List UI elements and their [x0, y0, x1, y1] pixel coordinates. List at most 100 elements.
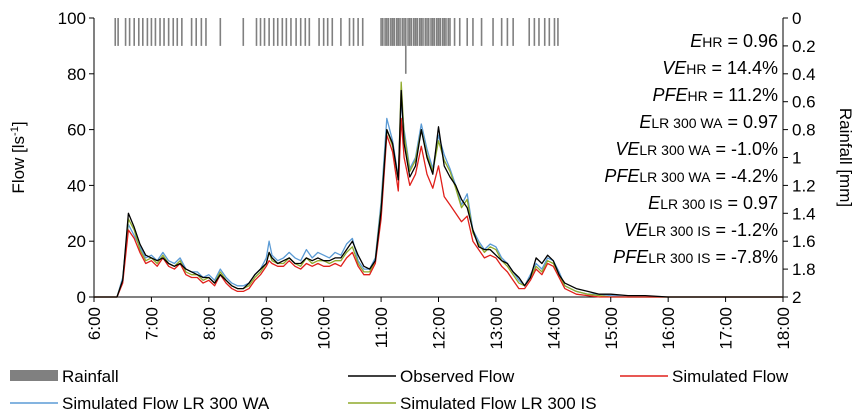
rainfall-bar: [190, 18, 193, 46]
rainfall-bar: [443, 18, 446, 46]
performance-stats: E HR = 0.96 VEHR = 14.4% PFEHR = 11.2% ELR 3…: [604, 31, 778, 267]
rainfall-bar: [433, 18, 436, 46]
rainfall-bar: [424, 18, 427, 46]
right-tick-label: 1.2: [792, 176, 816, 195]
rainfall-bar: [528, 18, 531, 46]
left-axis-label-sup: -1: [9, 126, 21, 136]
stat-line: VELR 300 IS = -1.2%: [624, 220, 778, 240]
stat-metric: VE: [624, 220, 649, 240]
flow-series: [94, 81, 783, 298]
stat-line: VELR 300 WA = -1.0%: [615, 139, 778, 159]
x-tick-label: 11:00: [372, 307, 391, 348]
rainfall-bar: [200, 18, 203, 46]
rainfall-bar: [416, 18, 419, 46]
rainfall-bar: [318, 18, 320, 46]
rainfall-bar: [128, 18, 131, 46]
stat-line: PFELR 300 IS = -7.8%: [613, 247, 778, 267]
rainfall-bar: [430, 18, 432, 46]
rainfall-bar: [500, 18, 503, 46]
stat-line: PFEHR = 11.2%: [653, 85, 778, 105]
rainfall-bar: [331, 18, 334, 46]
rainfall-bar: [453, 18, 456, 46]
rainfall-bar: [114, 18, 117, 46]
rainfall-bar: [181, 18, 183, 46]
x-tick-label: 14:00: [544, 307, 563, 350]
rainfall-bar: [150, 18, 153, 46]
rainfall-bar: [137, 18, 140, 46]
rainfall-bar: [480, 18, 483, 46]
stat-line: VEHR = 14.4%: [662, 58, 778, 78]
x-tick-label: 9:00: [257, 307, 276, 340]
series-line-simulated-flow-lr-300-wa: [94, 98, 783, 298]
rainfall-bar: [146, 18, 149, 46]
rainfall-bar: [472, 18, 474, 46]
stat-metric: PFE: [613, 247, 649, 267]
stat-metric: VE: [662, 58, 687, 78]
rainfall-bar: [195, 18, 198, 46]
rainfall-bar: [263, 18, 266, 46]
rainfall-bar: [391, 18, 394, 46]
right-tick-label: 1.8: [792, 260, 816, 279]
series-line-observed-flow: [94, 89, 783, 298]
rainfall-bar: [154, 18, 157, 46]
rainfall-bar: [390, 18, 392, 46]
stat-value: = 0.97: [722, 112, 778, 132]
rainfall-bar: [382, 18, 384, 46]
rainfall-bar: [167, 18, 170, 46]
stat-metric: PFE: [653, 85, 689, 105]
rainfall-bar: [322, 18, 325, 46]
x-tick-label: 6:00: [85, 307, 104, 340]
x-tick-label: 17:00: [717, 307, 736, 350]
rainfall-bar: [259, 18, 262, 46]
right-tick-label: 1: [792, 149, 801, 168]
legend-swatch-rainfall: [10, 370, 58, 381]
rainfall-bar: [439, 18, 442, 46]
left-tick-label: 20: [67, 232, 86, 251]
rainfall-bar: [276, 18, 279, 46]
rainfall-bar: [172, 18, 175, 46]
x-tick-label: 8:00: [200, 307, 219, 340]
stat-value: = 0.96: [722, 31, 778, 51]
stat-line: ELR 300 IS = 0.97: [648, 193, 778, 213]
x-tick-label: 13:00: [487, 307, 506, 350]
stat-value: = 11.2%: [708, 85, 778, 105]
right-tick-label: 1.6: [792, 232, 816, 251]
rainfall-bar: [553, 18, 556, 46]
left-tick-label: 80: [67, 65, 86, 84]
right-tick-label: 0.2: [792, 37, 816, 56]
stat-metric: E: [648, 193, 661, 213]
rainfall-bar: [242, 18, 245, 46]
rainfall-bar: [380, 18, 382, 46]
rainfall-bar: [348, 18, 351, 46]
rainfall-bar: [410, 18, 413, 46]
rainfall-bar: [397, 18, 400, 46]
rainfall-bar: [219, 18, 222, 46]
stat-value: = -7.8%: [710, 247, 778, 267]
rainfall-bar: [205, 18, 207, 46]
stat-value: = -1.2%: [710, 220, 778, 240]
stat-subscript: HR: [688, 88, 708, 104]
rainfall-bar: [393, 18, 396, 46]
rainfall-bar: [124, 18, 127, 46]
rainfall-bar: [387, 18, 390, 46]
legend-label-simulated-flow: Simulated Flow: [672, 367, 789, 386]
rainfall-bar: [437, 18, 440, 46]
rainfall-bar: [414, 18, 417, 46]
legend: Rainfall Observed Flow Simulated Flow Simul…: [10, 367, 789, 413]
stat-subscript: LR 300 IS: [648, 250, 710, 266]
rainfall-bar: [512, 18, 514, 46]
right-tick-label: 0.8: [792, 121, 816, 140]
rainfall-bar: [492, 18, 494, 46]
rainfall-bar: [533, 18, 536, 46]
rainfall-bar: [407, 18, 409, 46]
left-axis-label-tail: ]: [9, 121, 28, 126]
rainfall-bar: [543, 18, 546, 46]
rainfall-bar: [176, 18, 179, 46]
rainfall-bar: [506, 18, 509, 46]
rainfall-bar: [445, 18, 447, 46]
rainfall-bar: [449, 18, 451, 46]
legend-label-simulated-flow-lr-300-wa: Simulated Flow LR 300 WA: [62, 394, 270, 413]
x-tick-label: 16:00: [659, 307, 678, 350]
rainfall-bar: [403, 18, 405, 46]
rainfall-bar: [427, 18, 430, 46]
